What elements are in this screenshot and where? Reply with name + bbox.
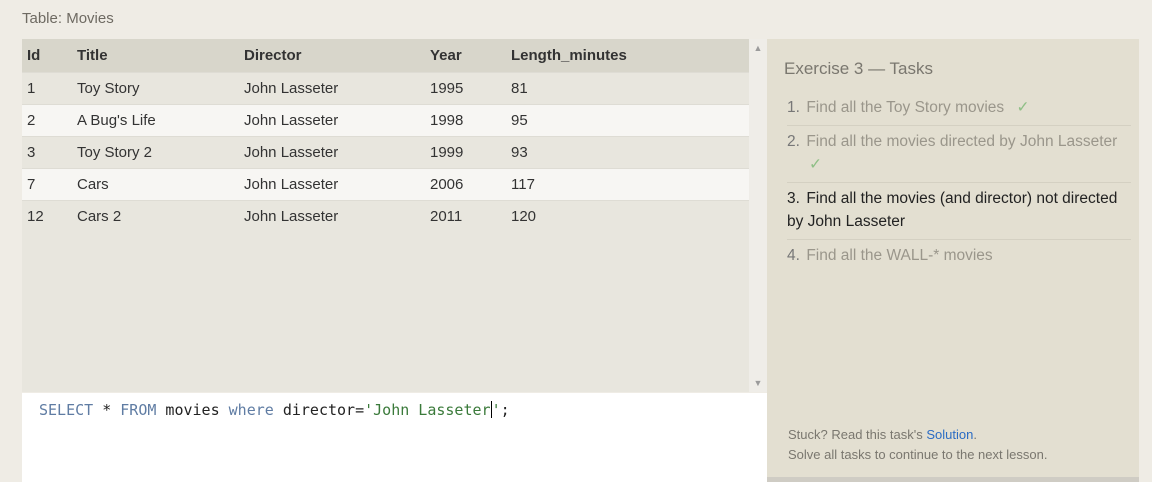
cell-length: 117 <box>506 167 749 200</box>
cell-director: John Lasseter <box>239 135 425 168</box>
solution-link[interactable]: Solution <box>926 427 974 442</box>
task-text: Find all the Toy Story movies <box>806 99 1005 116</box>
exercise-title: Exercise 3 — Tasks <box>784 59 933 78</box>
scroll-down-icon[interactable]: ▼ <box>753 378 763 388</box>
text-caret <box>490 401 492 418</box>
cell-id: 3 <box>22 135 72 168</box>
task-number: 4. <box>787 247 800 264</box>
task-text: Find all the movies directed by John Las… <box>806 133 1118 150</box>
cell-title: Toy Story 2 <box>72 135 239 168</box>
cell-title: A Bug's Life <box>72 103 239 136</box>
table-scrollbar[interactable]: ▲ ▼ <box>749 39 767 392</box>
results-table-scroll-area: Id Title Director Year Length_minutes 1 … <box>22 39 749 392</box>
cell-director: John Lasseter <box>239 167 425 200</box>
cell-length: 93 <box>506 135 749 168</box>
cell-year: 1999 <box>425 135 506 168</box>
cell-id: 1 <box>22 71 72 104</box>
checkmark-icon: ✓ <box>1016 99 1030 116</box>
continue-text: Solve all tasks to continue to the next … <box>788 447 1048 462</box>
string-literal-close: ' <box>491 401 501 419</box>
cell-title: Toy Story <box>72 71 239 104</box>
cell-length: 81 <box>506 71 749 104</box>
stuck-prefix: Stuck? Read this task's <box>788 427 927 442</box>
table-row: 12 Cars 2 John Lasseter 2011 120 <box>22 199 749 232</box>
cell-year: 2011 <box>425 199 506 232</box>
column-header-title: Title <box>72 39 239 72</box>
task-footer: Stuck? Read this task's Solution. Solve … <box>788 425 1047 465</box>
cell-year: 1998 <box>425 103 506 136</box>
task-item-active: 3. Find all the movies (and director) no… <box>787 183 1131 240</box>
cell-year: 1995 <box>425 71 506 104</box>
stuck-line: Stuck? Read this task's Solution. <box>788 425 1047 445</box>
token-table: movies <box>156 401 229 419</box>
string-literal: 'John Lasseter <box>364 401 491 419</box>
stuck-suffix: . <box>973 427 977 442</box>
column-header-id: Id <box>22 39 72 72</box>
sql-editor[interactable]: SELECT * FROM movies where director='Joh… <box>22 393 767 482</box>
cell-length: 95 <box>506 103 749 136</box>
task-check-line: ✓ <box>787 153 1131 176</box>
task-text: Find all the WALL-* movies <box>806 247 993 264</box>
token-star: * <box>93 401 121 419</box>
task-number: 3. <box>787 190 800 207</box>
task-item: 4. Find all the WALL-* movies <box>787 240 1131 273</box>
cell-id: 7 <box>22 167 72 200</box>
task-list: 1. Find all the Toy Story movies ✓ 2. Fi… <box>787 92 1131 273</box>
results-table-panel: Id Title Director Year Length_minutes 1 … <box>22 39 767 392</box>
token-semicolon: ; <box>500 401 510 419</box>
checkmark-icon: ✓ <box>809 156 822 173</box>
keyword-from: FROM <box>120 401 157 419</box>
task-text: Find all the movies (and director) not d… <box>787 190 1118 230</box>
table-label: Table: Movies <box>22 10 114 27</box>
task-panel-bottom-bar <box>767 477 1139 482</box>
cell-director: John Lasseter <box>239 199 425 232</box>
cell-id: 12 <box>22 199 72 232</box>
task-item: 1. Find all the Toy Story movies ✓ <box>787 92 1131 126</box>
cell-director: John Lasseter <box>239 71 425 104</box>
results-table: Id Title Director Year Length_minutes 1 … <box>22 39 749 232</box>
table-row: 7 Cars John Lasseter 2006 117 <box>22 167 749 200</box>
keyword-select: SELECT <box>39 401 94 419</box>
keyword-where: where <box>228 401 274 419</box>
cell-director: John Lasseter <box>239 103 425 136</box>
cell-length: 120 <box>506 199 749 232</box>
cell-id: 2 <box>22 103 72 136</box>
token-column: director= <box>273 401 365 419</box>
column-header-year: Year <box>425 39 506 72</box>
task-number: 2. <box>787 133 800 150</box>
task-item: 2. Find all the movies directed by John … <box>787 126 1131 183</box>
column-header-director: Director <box>239 39 425 72</box>
cell-title: Cars 2 <box>72 199 239 232</box>
scroll-up-icon[interactable]: ▲ <box>753 43 763 53</box>
table-row: 2 A Bug's Life John Lasseter 1998 95 <box>22 103 749 136</box>
column-header-length: Length_minutes <box>506 39 749 72</box>
table-row: 3 Toy Story 2 John Lasseter 1999 93 <box>22 135 749 168</box>
table-row: 1 Toy Story John Lasseter 1995 81 <box>22 71 749 104</box>
cell-year: 2006 <box>425 167 506 200</box>
task-panel: Exercise 3 — Tasks 1. Find all the Toy S… <box>767 39 1139 482</box>
task-number: 1. <box>787 99 800 116</box>
code-line: SELECT * FROM movies where director='Joh… <box>39 401 510 419</box>
table-header-row: Id Title Director Year Length_minutes <box>22 39 749 72</box>
cell-title: Cars <box>72 167 239 200</box>
